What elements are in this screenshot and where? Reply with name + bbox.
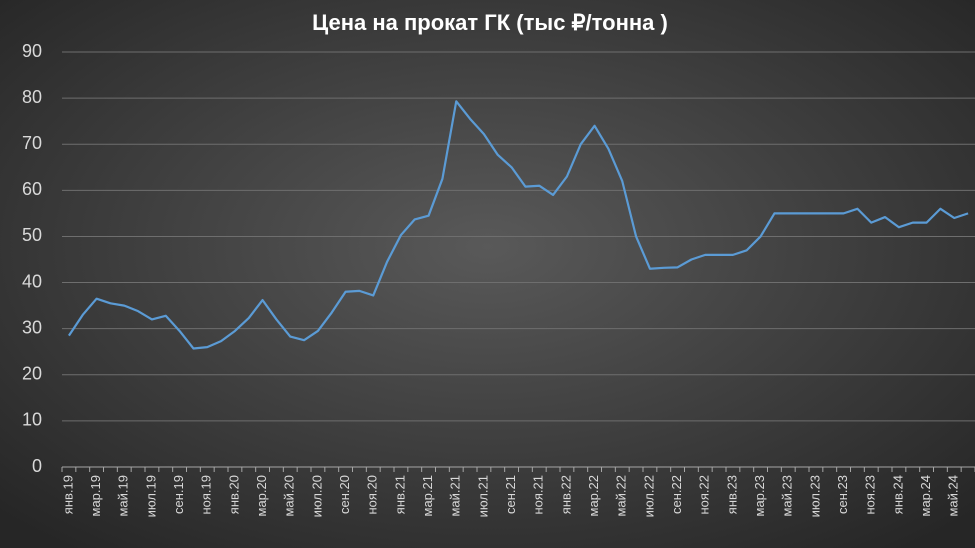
x-tick-label: июл.20: [309, 475, 324, 517]
y-tick-label: 30: [22, 317, 42, 337]
x-tick-label: янв.20: [226, 475, 241, 514]
x-tick-label: июл.21: [475, 475, 490, 517]
y-tick-label: 50: [22, 225, 42, 245]
x-tick-label: янв.19: [60, 475, 75, 514]
y-tick-label: 60: [22, 179, 42, 199]
data-line: [68, 100, 969, 350]
x-tick-label: янв.24: [890, 475, 905, 514]
x-tick-label: сен.22: [669, 475, 684, 514]
x-tick-label: июл.19: [143, 475, 158, 517]
x-tick-label: ноя.19: [199, 475, 214, 515]
x-tick-label: июл.22: [641, 475, 656, 517]
x-tick-label: май.23: [780, 475, 795, 517]
x-tick-label: сен.19: [171, 475, 186, 514]
x-tick-label: мар.19: [88, 475, 103, 516]
x-tick-label: мар.24: [918, 475, 933, 516]
x-tick-label: май.24: [946, 475, 961, 517]
x-tick-label: ноя.22: [697, 475, 712, 515]
chart-title: Цена на прокат ГК (тыс ₽/тонна ): [312, 10, 668, 35]
x-tick-label: май.20: [282, 475, 297, 517]
x-tick-label: мар.22: [586, 475, 601, 516]
y-tick-label: 40: [22, 271, 42, 291]
y-tick-label: 10: [22, 410, 42, 430]
x-tick-label: мар.20: [254, 475, 269, 516]
x-tick-label: ноя.23: [863, 475, 878, 515]
x-tick-label: янв.22: [558, 475, 573, 514]
x-tick-label: янв.23: [724, 475, 739, 514]
x-tick-label: сен.23: [835, 475, 850, 514]
y-tick-label: 20: [22, 364, 42, 384]
y-tick-label: 90: [22, 41, 42, 61]
x-tick-label: мар.21: [420, 475, 435, 516]
x-tick-label: июл.23: [807, 475, 822, 517]
x-tick-label: май.22: [614, 475, 629, 517]
x-tick-label: янв.21: [392, 475, 407, 514]
y-tick-label: 70: [22, 133, 42, 153]
x-tick-label: ноя.20: [365, 475, 380, 515]
x-tick-label: ноя.21: [531, 475, 546, 515]
x-tick-label: сен.21: [503, 475, 518, 514]
y-tick-label: 0: [32, 456, 42, 476]
x-tick-label: май.19: [116, 475, 131, 517]
x-tick-label: мар.23: [752, 475, 767, 516]
x-tick-label: сен.20: [337, 475, 352, 514]
y-tick-label: 80: [22, 87, 42, 107]
x-tick-label: май.21: [448, 475, 463, 517]
